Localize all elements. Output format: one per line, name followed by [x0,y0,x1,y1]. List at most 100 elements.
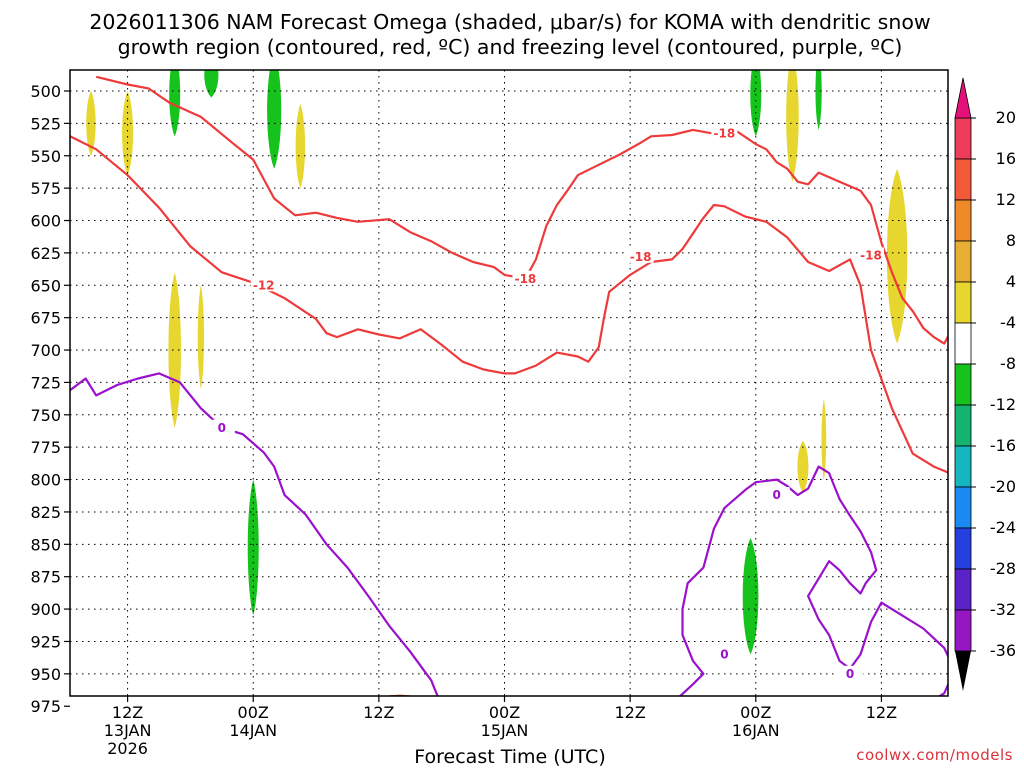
colorbar-label-2: 12 [996,190,1016,209]
colorbar-swatch-12 [954,609,972,652]
contour-label-bg [857,247,884,262]
y-tick-label-900: 900 [30,600,61,619]
colorbar-label-3: 8 [1006,231,1016,250]
colorbar-label-4: 4 [1006,272,1016,291]
contour-label-bg [627,248,654,263]
colorbar-swatch-4 [954,281,972,324]
shade-yellow-1 [86,91,96,156]
credit-text: coolwx.com/models [856,746,1013,764]
shade-green-5 [750,70,762,137]
shade-green-7 [742,537,759,655]
plot-area: -12 -18 -18 -18 -18 0 0 0 0 [69,69,949,697]
contour-label-bg [250,277,277,292]
colorbar-label-11: -28 [990,559,1016,578]
contour-dgz-12 [70,135,948,474]
y-tick-label-650: 650 [30,276,61,295]
shade-green-1 [169,70,181,137]
x-tick-label-6-3: 2026 [107,739,148,758]
y-tick-label-750: 750 [30,406,61,425]
x-tick-label-30-1: 12Z [363,703,394,722]
x-tick-label-66-2: 16JAN [732,721,780,740]
colorbar-swatch-5 [954,322,972,365]
y-tick-label-950: 950 [30,665,61,684]
y-tick-label-625: 625 [30,244,61,263]
gridlines [70,70,948,696]
x-tick-label-78-1: 12Z [866,703,897,722]
y-tick-label-525: 525 [30,114,61,133]
contour-label-dgz-18-2: -18 [714,127,736,141]
colorbar-swatch-8 [954,445,972,488]
shade-yellow-7 [886,168,908,344]
colorbar-label-9: -20 [990,477,1016,496]
contour-label-bg [512,270,539,285]
colorbar-bottom-arrow [955,651,971,691]
shade-green-3 [267,70,282,169]
x-tick-label-54-1: 12Z [614,703,645,722]
colorbar-swatch-0 [954,117,972,160]
colorbar: 20 16 12 8 4 -4 -8 -12 -16 -20 -24 -28 -32 -36 [954,77,1016,691]
shade-yellow-4 [168,272,181,428]
omega-shading [86,70,908,655]
contour-label-bg [711,646,738,661]
colorbar-label-0: 20 [996,108,1016,127]
colorbar-swatch-9 [954,486,972,529]
y-tick-label-975: 975 [30,697,61,716]
colorbar-label-13: -36 [990,641,1016,660]
y-tick-label-675: 675 [30,309,61,328]
contour-label-freezing-0-0: 0 [218,421,226,435]
y-tick-label-725: 725 [30,373,61,392]
y-tick-label-800: 800 [30,471,61,490]
y-tick-label-850: 850 [30,535,61,554]
contour-label-freezing-0-b-1: 0 [720,647,728,661]
title-line-1: 2026011306 NAM Forecast Omega (shaded, μ… [89,10,930,34]
y-tick-label-875: 875 [30,568,61,587]
contour-label-bg [763,487,790,502]
y-tick-label-775: 775 [30,438,61,457]
shade-yellow-8 [797,440,809,493]
contour-label-bg [208,419,235,434]
contour-freezing-0-b [678,465,948,696]
colorbar-label-8: -16 [990,436,1016,455]
x-tick-label-18-2: 14JAN [229,721,277,740]
shade-yellow-5 [197,285,205,389]
colorbar-swatch-2 [954,199,972,242]
colorbar-swatch-7 [954,404,972,447]
colorbar-label-6: -8 [1000,354,1016,373]
contour-lines: -12 -18 -18 -18 -18 0 0 0 0 [70,75,948,696]
y-tick-label-500: 500 [30,82,61,101]
chart-title: 2026011306 NAM Forecast Omega (shaded, μ… [89,10,930,59]
title-line-2: growth region (contoured, red, ºC) and f… [118,35,903,59]
contour-label-bg [711,125,738,140]
x-tick-label-66-1: 00Z [740,703,771,722]
contour-dgz-18 [95,75,948,345]
colorbar-label-12: -32 [990,600,1016,619]
contour-label-dgz-18-1: -18 [630,250,652,264]
shade-yellow-3 [295,103,306,189]
colorbar-swatch-6 [954,363,972,406]
colorbar-label-10: -24 [990,518,1016,537]
y-tick-label-825: 825 [30,503,61,522]
y-tick-label-925: 925 [30,632,61,651]
x-tick-label-6-2: 13JAN [104,721,152,740]
y-tick-label-600: 600 [30,212,61,231]
y-tick-label-700: 700 [30,341,61,360]
contour-freezing-0 [70,372,439,696]
contour-label-bg [837,665,864,680]
contour-label-dgz-18-3: -18 [860,248,882,262]
x-tick-label-18-1: 00Z [238,703,269,722]
shade-yellow-6 [786,70,799,182]
colorbar-swatch-3 [954,240,972,283]
contour-label-freezing-0-b-2: 0 [846,667,854,681]
x-axis-label: Forecast Time (UTC) [414,746,605,768]
y-tick-label-550: 550 [30,147,61,166]
shade-green-4 [247,479,259,616]
colorbar-swatch-11 [954,568,972,611]
x-tick-label-42-1: 00Z [489,703,520,722]
y-tick-label-575: 575 [30,179,61,198]
shade-yellow-2 [122,91,134,176]
shade-yellow-9 [821,399,827,480]
contour-label-freezing-0-b-0: 0 [773,488,781,502]
colorbar-top-arrow [954,77,972,119]
